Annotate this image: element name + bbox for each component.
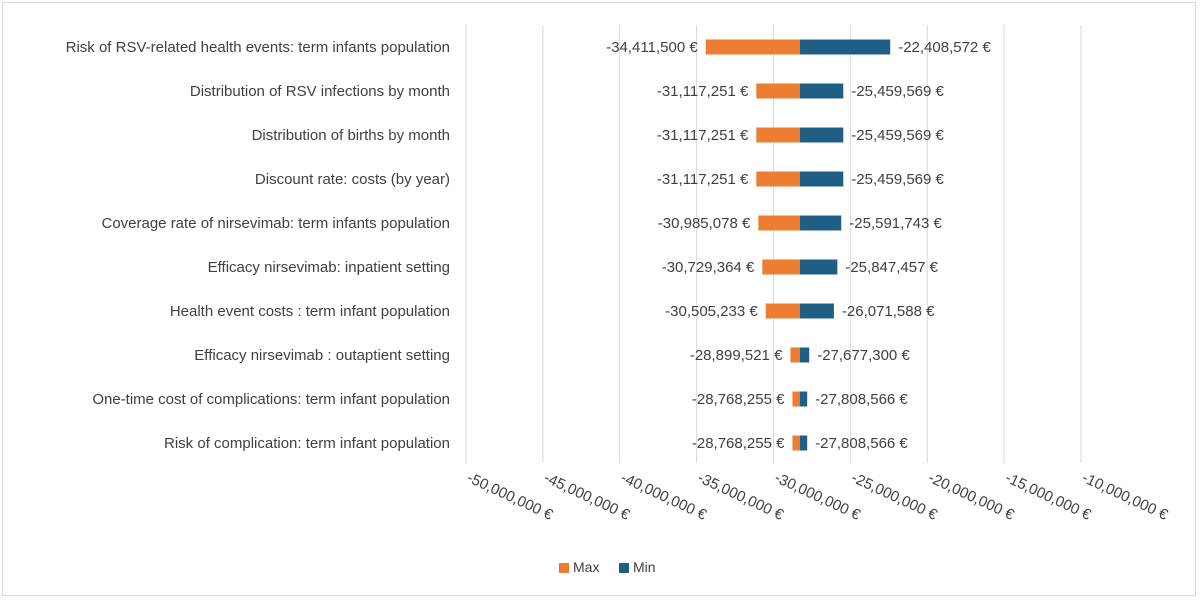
x-tick-label: -15,000,000 € [1002, 469, 1094, 524]
bar-max [756, 127, 800, 143]
bar-min [799, 171, 844, 187]
category-label: Coverage rate of nirsevimab: term infant… [101, 215, 450, 232]
bar-min [799, 39, 891, 55]
data-label-min: -25,591,743 € [849, 215, 942, 232]
data-label-min: -27,808,566 € [815, 391, 908, 408]
category-labels: Risk of RSV-related health events: term … [66, 39, 450, 452]
data-label-min: -27,677,300 € [817, 347, 910, 364]
legend: Max Min [559, 559, 656, 575]
x-tick-label: -35,000,000 € [695, 469, 787, 524]
bar-max [756, 171, 800, 187]
bar-max [792, 435, 800, 451]
x-tick-label: -10,000,000 € [1079, 469, 1171, 524]
category-label: Distribution of RSV infections by month [190, 83, 450, 100]
legend-label-min: Min [633, 559, 656, 575]
data-label-max: -30,505,233 € [665, 303, 758, 320]
data-labels: -34,411,500 € -22,408,572 € -31,117,251 € -… [606, 39, 991, 452]
data-label-max: -30,985,078 € [658, 215, 751, 232]
x-tick-label: -50,000,000 € [464, 469, 556, 524]
data-label-max: -34,411,500 € [606, 39, 698, 56]
data-label-max: -31,117,251 € [657, 83, 749, 100]
x-tick-label: -40,000,000 € [618, 469, 710, 524]
legend-swatch-max [559, 563, 569, 573]
x-tick-label: -30,000,000 € [772, 469, 864, 524]
x-axis-tick-labels: -50,000,000 €-45,000,000 €-40,000,000 €-… [464, 469, 1171, 524]
data-label-max: -28,768,255 € [692, 435, 785, 452]
data-label-max: -31,117,251 € [657, 171, 749, 188]
x-tick-label: -45,000,000 € [541, 469, 633, 524]
bar-min [799, 303, 834, 319]
bar-min [799, 215, 842, 231]
category-label: Discount rate: costs (by year) [255, 171, 450, 188]
bar-max [705, 39, 800, 55]
bars [705, 39, 891, 451]
bar-min [799, 83, 844, 99]
data-label-min: -25,459,569 € [851, 127, 944, 144]
data-label-max: -28,899,521 € [690, 347, 783, 364]
bar-min [799, 127, 844, 143]
category-label: Health event costs : term infant populat… [170, 303, 450, 320]
bar-min [799, 259, 838, 275]
category-label: Efficacy nirsevimab: inpatient setting [208, 259, 450, 276]
category-label: Risk of complication: term infant popula… [164, 435, 450, 452]
bar-min [799, 347, 810, 363]
tornado-chart: Risk of RSV-related health events: term … [66, 25, 1171, 575]
data-label-max: -30,729,364 € [662, 259, 755, 276]
category-label: Distribution of births by month [252, 127, 450, 144]
x-tick-label: -25,000,000 € [849, 469, 941, 524]
category-label: One-time cost of complications: term inf… [92, 391, 450, 408]
category-label: Risk of RSV-related health events: term … [66, 39, 450, 56]
bar-max [765, 303, 800, 319]
legend-label-max: Max [573, 559, 599, 575]
data-label-min: -25,459,569 € [851, 83, 944, 100]
data-label-max: -28,768,255 € [692, 391, 785, 408]
bar-max [792, 391, 800, 407]
category-label: Efficacy nirsevimab : outaptient setting [194, 347, 450, 364]
bar-max [790, 347, 800, 363]
bar-min [799, 391, 808, 407]
bar-max [758, 215, 800, 231]
x-tick-label: -20,000,000 € [926, 469, 1018, 524]
bar-min [799, 435, 808, 451]
data-label-min: -27,808,566 € [815, 435, 908, 452]
bar-max [756, 83, 800, 99]
data-label-max: -31,117,251 € [657, 127, 749, 144]
data-label-min: -25,847,457 € [845, 259, 938, 276]
bar-max [762, 259, 800, 275]
data-label-min: -22,408,572 € [898, 39, 991, 56]
legend-swatch-min [619, 563, 629, 573]
data-label-min: -26,071,588 € [842, 303, 935, 320]
data-label-min: -25,459,569 € [851, 171, 944, 188]
